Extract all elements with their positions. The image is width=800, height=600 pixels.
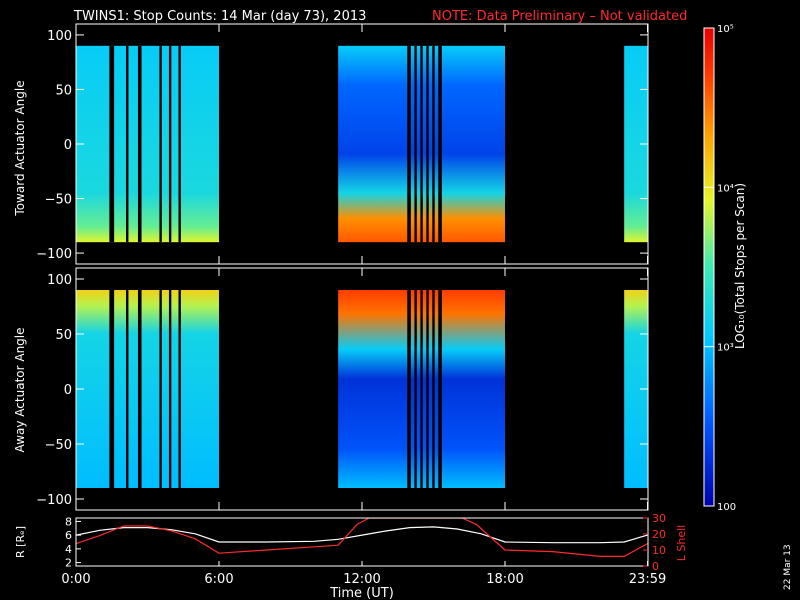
xtick-label: 23:59 [629, 572, 666, 587]
data-gap [432, 45, 435, 243]
data-gap [407, 45, 411, 243]
ytick-right-label: 0 [652, 560, 659, 573]
data-gap [432, 290, 435, 488]
lshell-series-line [76, 518, 648, 558]
xtick-label: 0:00 [61, 572, 90, 587]
ytick-left-label: 8 [65, 515, 72, 528]
data-gap [126, 45, 129, 243]
data-gap [407, 290, 411, 488]
orbit-ylabel-left: R [Rₑ] [14, 526, 27, 558]
data-gap [426, 290, 429, 488]
data-gap [438, 45, 442, 243]
data-gap [159, 290, 162, 488]
orbit-ylabel-right: L Shell [675, 525, 688, 561]
data-gap [438, 290, 442, 488]
data-gap [109, 45, 115, 243]
heatmap-segment [624, 290, 648, 488]
colorbar-tick-label: 10³ [717, 343, 734, 354]
heatmap-segment [76, 45, 219, 243]
r-series-line [76, 526, 648, 544]
away-ylabel: Away Actuator Angle [13, 327, 27, 452]
data-gap [109, 290, 115, 488]
toward-panel: 100 50 0 −50 −100 [36, 23, 649, 265]
away-panel: 100 50 0 −50 −100 [36, 267, 649, 511]
ytick-label: 0 [64, 383, 72, 398]
xaxis-label: Time (UT) [329, 586, 394, 600]
ytick-label: 100 [47, 273, 72, 288]
ytick-left-label: 4 [65, 543, 72, 556]
ytick-label: −100 [36, 247, 72, 262]
colorbar-tick-label: 100 [717, 502, 736, 513]
data-gap [159, 45, 162, 243]
heatmap-segment [76, 290, 219, 488]
xtick-label: 18:00 [486, 572, 523, 587]
data-gap [420, 290, 423, 488]
colorbar-scale [703, 27, 715, 507]
data-gap [178, 290, 181, 488]
data-gap [420, 45, 423, 243]
data-gap [137, 45, 142, 243]
heatmap-segment [624, 45, 648, 243]
ytick-label: −50 [45, 438, 72, 453]
colorbar: 10⁵ 10⁴ 10³ 100 [703, 24, 736, 513]
ytick-label: 50 [55, 328, 72, 343]
ytick-right-label: 20 [652, 528, 666, 541]
data-gap [178, 45, 181, 243]
ytick-label: 50 [55, 83, 72, 98]
colorbar-tick-label: 10⁴ [717, 183, 734, 194]
ytick-label: −50 [45, 193, 72, 208]
xtick-label: 12:00 [343, 572, 380, 587]
data-gap [126, 290, 129, 488]
data-gap [168, 290, 172, 488]
ytick-left-label: 6 [65, 529, 72, 542]
ytick-left-label: 2 [65, 557, 72, 570]
data-gap [426, 45, 429, 243]
ytick-label: 0 [64, 138, 72, 153]
ytick-label: −100 [36, 493, 72, 508]
colorbar-label: LOG₁₀(Total Stops per Scan) [733, 183, 747, 349]
toward-ylabel: Toward Actuator Angle [13, 80, 27, 216]
ytick-label: 100 [47, 29, 72, 44]
ytick-right-label: 10 [652, 544, 666, 557]
side-date: 22 Mar 13 [783, 544, 793, 590]
colorbar-tick-label: 10⁵ [717, 24, 734, 35]
preliminary-note: NOTE: Data Preliminary – Not validated [432, 9, 687, 24]
data-gap [168, 45, 172, 243]
data-gap [414, 290, 417, 488]
ytick-right-label: 30 [652, 512, 666, 525]
data-gap [137, 290, 142, 488]
chart-title: TWINS1: Stop Counts: 14 Mar (day 73), 20… [73, 9, 366, 24]
data-gap [414, 45, 417, 243]
xtick-label: 6:00 [204, 572, 233, 587]
